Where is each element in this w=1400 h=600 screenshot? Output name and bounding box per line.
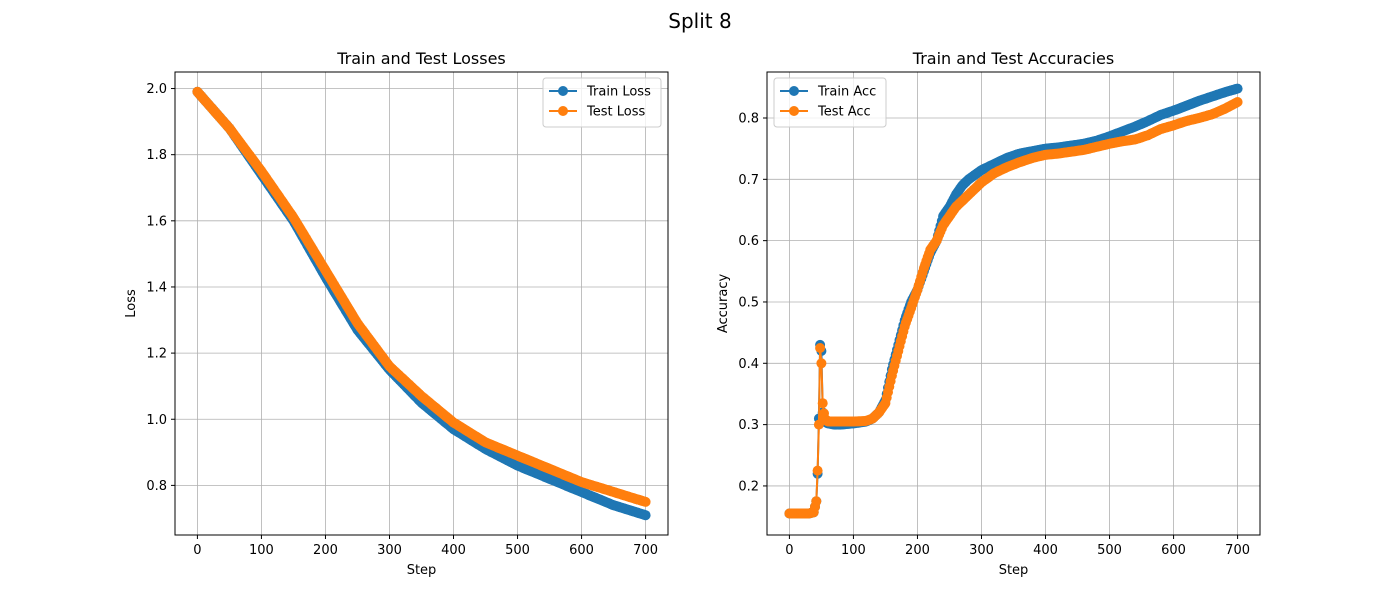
legend-train-acc-label: Train Acc [817, 85, 876, 100]
loss-plot-frame [174, 71, 669, 536]
legend-test-loss-marker [558, 106, 568, 116]
acc-test-point [816, 358, 827, 369]
legend-train-acc-marker [789, 86, 799, 96]
y-tick-label: 0.4 [738, 357, 759, 372]
acc-test-series [784, 97, 1243, 519]
accuracy-plot: 0 100 200 300 400 500 600 700 0.2 0.3 0.4 0.5 0.6 0.7… [716, 49, 1261, 578]
loss-plot: 0 100 200 300 400 500 600 700 0.8 1.0 1.2 1.4 1.6 1.8… [124, 49, 669, 578]
y-tick-label: 0.5 [738, 295, 759, 310]
y-tick-label: 0.3 [738, 418, 759, 433]
acc-test-point [812, 465, 823, 476]
x-tick-label: 200 [313, 543, 338, 558]
y-tick-label: 1.0 [146, 413, 167, 428]
y-tick-label: 0.6 [738, 234, 759, 249]
loss-plot-title: Train and Test Losses [336, 49, 506, 68]
loss-test-series [192, 86, 651, 507]
legend-test-loss-label: Test Loss [586, 105, 645, 120]
x-tick-label: 100 [841, 543, 866, 558]
acc-test-point [815, 343, 826, 353]
loss-x-axis-label: Step [407, 563, 437, 578]
x-tick-label: 300 [969, 543, 994, 558]
accuracy-plot-title: Train and Test Accuracies [912, 49, 1114, 68]
x-tick-label: 600 [1161, 543, 1186, 558]
x-tick-label: 400 [441, 543, 466, 558]
legend-train-loss-marker [558, 86, 568, 96]
accuracy-x-axis-label: Step [999, 563, 1029, 578]
legend-test-acc-marker [789, 106, 799, 116]
x-tick-label: 400 [1033, 543, 1058, 558]
loss-y-axis-label: Loss [124, 289, 139, 318]
loss-legend: Train Loss Test Loss [542, 77, 662, 128]
acc-test-point [811, 496, 822, 507]
loss-train-point [640, 510, 651, 521]
y-tick-label: 1.6 [146, 214, 167, 229]
x-tick-label: 100 [249, 543, 274, 558]
x-tick-label: 0 [193, 543, 201, 558]
legend-train-loss-label: Train Loss [586, 85, 651, 100]
y-tick-label: 1.4 [146, 280, 167, 295]
x-tick-label: 600 [569, 543, 594, 558]
x-tick-label: 700 [1225, 543, 1250, 558]
acc-train-point [1232, 83, 1243, 94]
y-tick-label: 0.7 [738, 173, 759, 188]
y-tick-label: 0.8 [738, 111, 759, 126]
x-tick-label: 500 [1097, 543, 1122, 558]
y-tick-label: 0.8 [146, 479, 167, 494]
x-tick-label: 500 [505, 543, 530, 558]
loss-test-point [640, 496, 651, 507]
x-tick-label: 200 [905, 543, 930, 558]
legend-test-acc-label: Test Acc [817, 105, 871, 120]
y-tick-label: 2.0 [146, 82, 167, 97]
accuracy-legend: Train Acc Test Acc [773, 77, 887, 128]
y-tick-label: 1.2 [146, 347, 167, 362]
y-tick-label: 1.8 [146, 148, 167, 163]
figure-title: Split 8 [668, 9, 731, 33]
accuracy-plot-frame [766, 71, 1261, 536]
x-tick-label: 700 [633, 543, 658, 558]
acc-test-point [1232, 97, 1243, 107]
acc-test-point [817, 398, 828, 409]
accuracy-y-axis-label: Accuracy [716, 274, 731, 334]
y-tick-label: 0.2 [738, 479, 759, 494]
x-tick-label: 0 [785, 543, 793, 558]
x-tick-label: 300 [377, 543, 402, 558]
